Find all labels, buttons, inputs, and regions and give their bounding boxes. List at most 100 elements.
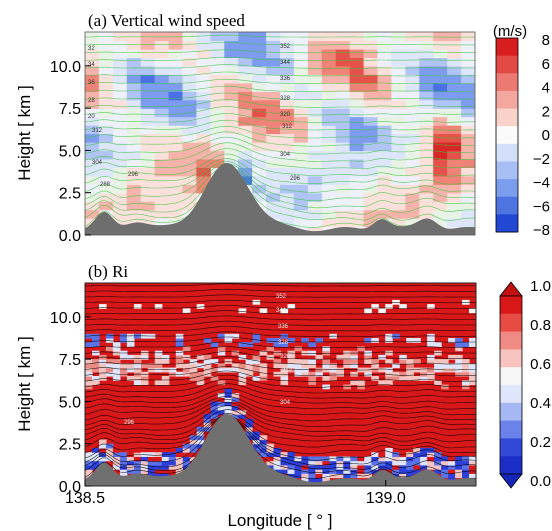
panel-b-heatmap-cell xyxy=(301,350,309,356)
panel-a-heatmap-cell xyxy=(363,48,379,58)
panel-b-heatmap-cell xyxy=(399,452,407,457)
panel-a-heatmap-cell xyxy=(126,91,142,101)
panel-a-heatmap-cell xyxy=(112,201,128,211)
panel-a-heatmap-cell xyxy=(377,74,392,84)
panel-a-contour-label: 296 xyxy=(128,172,139,178)
panel-b-heatmap-cell xyxy=(315,464,323,470)
panel-a-heatmap-cell xyxy=(210,57,225,67)
panel-a-heatmap-cell xyxy=(377,175,392,185)
panel-a-heatmap-cell xyxy=(377,65,392,75)
panel-a-heatmap-cell xyxy=(140,116,156,126)
panel-a-heatmap-cell xyxy=(154,48,170,58)
panel-a-contour-label: 328 xyxy=(280,96,291,102)
panel-a-heatmap-cell xyxy=(321,32,337,42)
panel-b-heatmap-cell xyxy=(161,359,170,364)
panel-b-contour-line xyxy=(85,356,476,365)
panel-b-heatmap-cell xyxy=(280,376,289,381)
panel-b-heatmap-cell xyxy=(119,464,128,470)
panel-b-heatmap-cell xyxy=(287,469,296,474)
panel-b-heatmap-cell xyxy=(224,367,233,373)
panel-b-heatmap-cell xyxy=(406,469,414,474)
panel-b-heatmap-cell xyxy=(287,452,296,457)
panel-a-heatmap-cell xyxy=(433,192,448,202)
panel-a-heatmap-cell xyxy=(391,57,406,67)
panel-b-heatmap-cell xyxy=(434,456,442,462)
panel-a-heatmap-cell xyxy=(154,201,170,211)
panel-b-contour-line xyxy=(85,409,476,437)
panel-b-heatmap-cell xyxy=(392,299,400,305)
panel-a-heatmap-cell xyxy=(391,209,406,219)
panel-b-contour-label: 352 xyxy=(276,294,287,300)
panel-a-heatmap-cell xyxy=(266,192,281,202)
panel-b-heatmap-cell xyxy=(357,380,365,386)
panel-a-heatmap-cell xyxy=(182,192,197,202)
panel-a-heatmap-cell xyxy=(98,192,114,202)
panel-b-heatmap-cell xyxy=(357,464,365,470)
panel-a-heatmap-cell xyxy=(196,108,211,118)
panel-a-heatmap-cell xyxy=(224,116,239,126)
panel-b-colorbar-tick-label: 0.2 xyxy=(530,434,551,451)
panel-b-heatmap-cell xyxy=(112,367,121,373)
panel-a-heatmap-cell xyxy=(252,82,267,92)
panel-b-heatmap-cell xyxy=(105,443,114,449)
panel-b-contour-label: 336 xyxy=(278,324,289,330)
panel-b-heatmap-cell xyxy=(392,371,400,377)
panel-a-heatmap-cell xyxy=(461,175,475,185)
panel-b-heatmap-cell xyxy=(413,338,421,343)
panel-b-heatmap-cell xyxy=(385,464,393,470)
panel-b-heatmap-cell xyxy=(224,401,233,407)
panel-a-heatmap-cell xyxy=(461,116,475,126)
panel-b-heatmap-cell xyxy=(182,452,191,457)
panel-b-heatmap-cell xyxy=(203,363,212,369)
panel-a-heatmap-cell xyxy=(419,175,434,185)
panel-a-contour-label: 304 xyxy=(280,152,291,158)
panel-a-heatmap-cell xyxy=(182,82,197,92)
panel-b-heatmap-cell xyxy=(168,452,177,457)
panel-a-heatmap-cell xyxy=(98,133,114,143)
panel-a-heatmap-cell xyxy=(307,91,323,101)
panel-a-heatmap-cell xyxy=(98,184,114,194)
panel-b-y-tick-label: 7.5 xyxy=(59,352,81,369)
panel-a-heatmap-cell xyxy=(168,192,184,202)
panel-a-heatmap-cell xyxy=(280,175,295,185)
panel-b-heatmap-cell xyxy=(140,464,149,470)
panel-a-heatmap-cell xyxy=(238,167,253,177)
panel-b-heatmap-cell xyxy=(406,464,414,470)
panel-b-x-axis-label: Longitude [ ° ] xyxy=(227,511,332,530)
panel-a-heatmap-cell xyxy=(168,57,184,67)
panel-a-heatmap-cell xyxy=(321,57,337,67)
panel-b-heatmap-cell xyxy=(112,460,121,466)
panel-b-heatmap-cell xyxy=(154,456,163,462)
panel-a-contour-line xyxy=(85,131,475,147)
panel-b-contour-line xyxy=(85,405,476,432)
panel-b-heatmap-cell xyxy=(126,333,135,339)
panel-a-heatmap-cell xyxy=(363,91,379,101)
panel-b-heatmap-cell xyxy=(413,359,421,364)
panel-a-heatmap-cell xyxy=(321,184,337,194)
panel-a-heatmap-cell xyxy=(210,32,225,42)
panel-b-heatmap-cell xyxy=(252,338,261,343)
panel-b-contour-line xyxy=(85,320,476,326)
panel-b-heatmap-cell xyxy=(308,469,316,474)
panel-b-heatmap-cell xyxy=(168,464,177,470)
panel-a-heatmap-cell xyxy=(98,48,114,58)
panel-a-heatmap-cell xyxy=(447,209,462,219)
panel-b-heatmap-cell xyxy=(301,367,309,373)
panel-a-contour-line xyxy=(85,78,475,85)
panel-a-heatmap-cell xyxy=(85,209,100,219)
panel-b-heatmap-cell xyxy=(280,308,289,314)
panel-b-heatmap-cell xyxy=(399,371,407,377)
panel-a-heatmap-cell xyxy=(321,108,337,118)
panel-b-heatmap-cell xyxy=(175,460,184,466)
panel-a-heatmap-cell xyxy=(307,99,323,109)
panel-a-heatmap-cell xyxy=(112,108,128,118)
panel-a-heatmap-cell xyxy=(447,82,462,92)
panel-a-heatmap-cell xyxy=(405,32,420,42)
panel-a-heatmap-cell xyxy=(238,108,253,118)
panel-a-heatmap-cell xyxy=(307,226,323,235)
panel-a-heatmap-cell xyxy=(321,116,337,126)
panel-b-heatmap-cell xyxy=(245,342,254,347)
panel-b-heatmap-cell xyxy=(182,456,191,462)
panel-a-heatmap-cell xyxy=(182,116,197,126)
panel-b-heatmap-cell xyxy=(322,346,330,352)
